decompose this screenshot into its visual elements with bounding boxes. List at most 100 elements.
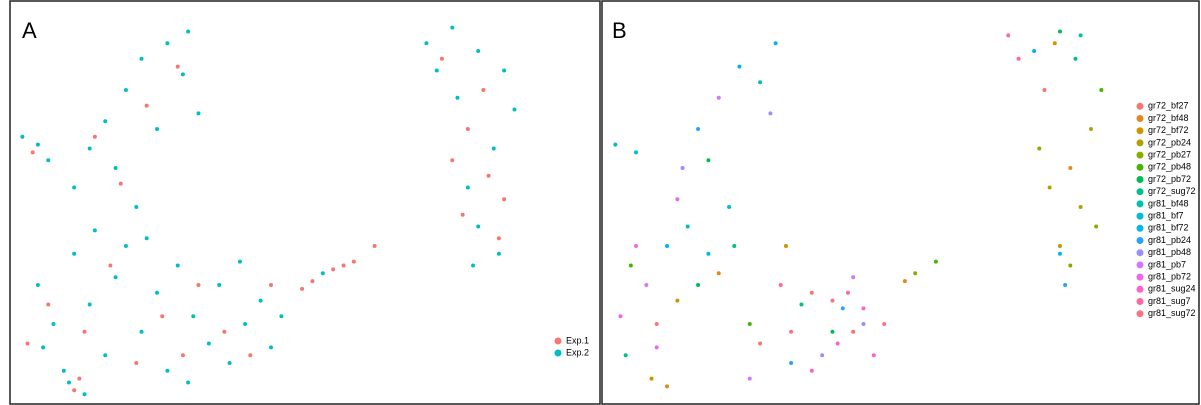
point: [512, 107, 517, 112]
point: [61, 368, 66, 373]
point: [1068, 263, 1073, 268]
point: [46, 158, 51, 163]
legend-swatch: [1136, 115, 1144, 122]
point: [861, 306, 866, 311]
point: [113, 275, 118, 280]
legend-swatch: [1136, 163, 1144, 171]
point: [685, 224, 690, 229]
point: [654, 322, 659, 326]
point: [155, 290, 160, 295]
point: [66, 380, 71, 385]
point: [634, 150, 639, 155]
point: [186, 29, 191, 34]
point: [1057, 29, 1062, 34]
point: [175, 64, 180, 69]
point: [424, 41, 429, 46]
legend-swatch: [554, 349, 562, 357]
point: [279, 314, 284, 319]
legend-swatch: [1136, 273, 1144, 281]
point: [72, 388, 77, 393]
point: [351, 259, 356, 264]
legend-swatch: [1136, 249, 1144, 257]
point: [372, 244, 377, 248]
point: [186, 380, 191, 385]
point: [768, 111, 773, 116]
point: [758, 341, 763, 346]
legend-swatch: [1136, 261, 1144, 269]
legend-label: gr72_pb72: [1148, 174, 1191, 184]
point: [87, 146, 92, 151]
legend-label: gr81_bf72: [1148, 223, 1189, 233]
point: [1016, 56, 1021, 61]
point: [1063, 283, 1068, 287]
point: [476, 49, 481, 53]
point: [665, 384, 670, 389]
point: [434, 68, 439, 73]
legend-label: gr81_bf7: [1148, 210, 1184, 220]
point: [747, 376, 752, 381]
point: [471, 263, 476, 268]
point: [845, 290, 850, 295]
point: [180, 72, 185, 77]
legend-label: gr81_bf48: [1148, 198, 1189, 208]
point: [1047, 185, 1052, 190]
point: [491, 146, 496, 151]
point: [618, 314, 623, 319]
point: [706, 158, 711, 163]
point: [861, 322, 866, 326]
panel-title: B: [612, 18, 627, 43]
legend-label: gr81_pb24: [1148, 235, 1191, 245]
legend-swatch: [1136, 285, 1144, 293]
point: [773, 41, 778, 46]
point: [675, 197, 680, 202]
point: [113, 166, 118, 170]
point: [1057, 251, 1062, 256]
legend-swatch: [1136, 310, 1144, 318]
legend-swatch: [1136, 127, 1144, 135]
legend-label: Exp.2: [566, 347, 589, 357]
point: [1042, 88, 1047, 92]
point: [502, 68, 507, 73]
point: [108, 263, 113, 268]
point: [134, 205, 139, 209]
point: [496, 251, 501, 256]
point: [706, 251, 711, 256]
point: [1073, 56, 1078, 61]
point: [840, 306, 845, 311]
legend-swatch: [1136, 237, 1144, 244]
legend-label: gr72_pb24: [1148, 137, 1191, 147]
point: [269, 283, 273, 287]
point: [628, 263, 633, 268]
point: [465, 185, 470, 190]
point: [165, 41, 170, 46]
point: [460, 212, 465, 217]
point: [799, 302, 804, 307]
legend-swatch: [1136, 188, 1144, 196]
panel-frame: [601, 0, 1200, 405]
point: [716, 271, 721, 276]
point: [933, 259, 938, 264]
legend-swatch: [1136, 200, 1144, 208]
point: [502, 197, 507, 202]
point: [269, 345, 273, 350]
point: [341, 263, 346, 268]
point: [191, 314, 196, 319]
point: [1094, 224, 1099, 229]
point: [72, 185, 77, 190]
point: [1099, 88, 1104, 92]
point: [665, 244, 670, 248]
point: [902, 279, 907, 284]
point: [747, 322, 752, 326]
point: [139, 56, 144, 61]
legend-swatch: [1136, 224, 1144, 232]
legend-swatch: [1136, 151, 1144, 159]
point: [613, 142, 618, 147]
point: [92, 228, 97, 233]
point: [258, 298, 263, 303]
panel-frame: [9, 0, 601, 405]
legend-label: gr72_pb27: [1148, 149, 1191, 159]
point: [778, 283, 783, 287]
point: [644, 283, 649, 287]
point: [727, 205, 732, 209]
point: [51, 322, 56, 326]
